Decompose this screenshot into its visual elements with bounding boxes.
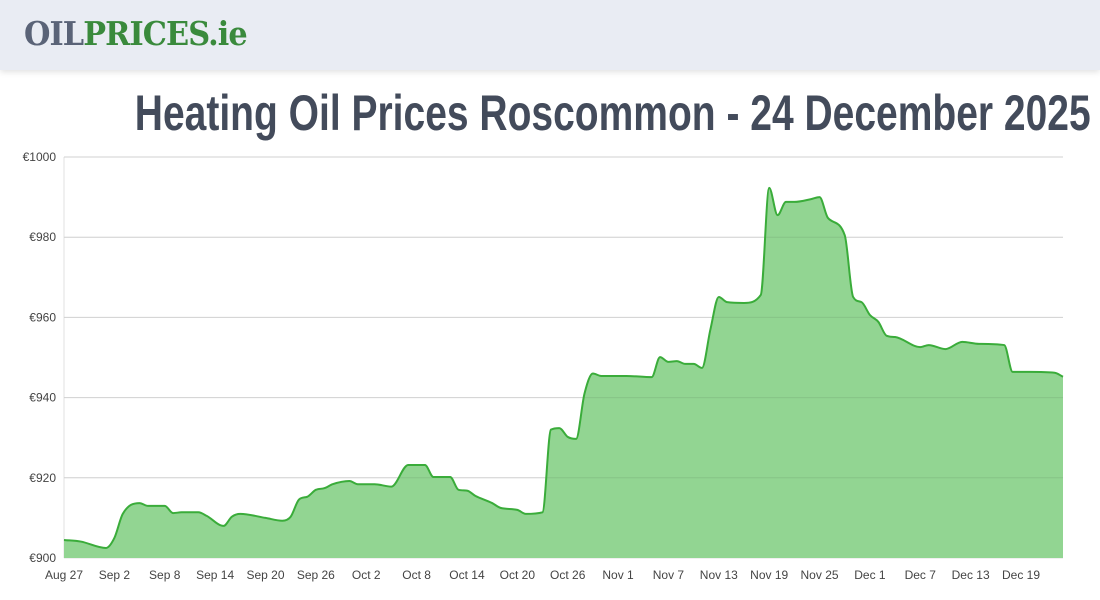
y-tick-label: €960: [29, 310, 56, 324]
x-tick-label: Dec 7: [905, 568, 937, 582]
x-tick-label: Oct 2: [352, 568, 381, 582]
y-tick-label: €940: [29, 391, 56, 405]
x-tick-label: Dec 13: [952, 568, 990, 582]
y-tick-label: €980: [29, 230, 56, 244]
y-tick-label: €1000: [23, 150, 57, 164]
price-line: [63, 186, 1064, 549]
x-tick-label: Sep 26: [297, 568, 335, 582]
x-tick-label: Oct 26: [550, 568, 586, 582]
y-tick-label: €920: [29, 471, 56, 485]
site-header: OILPRICES.ie: [0, 0, 1100, 70]
price-area-fill: [64, 187, 1063, 558]
x-tick-label: Oct 8: [402, 568, 431, 582]
x-tick-label: Dec 1: [854, 568, 886, 582]
x-tick-label: Nov 25: [801, 568, 839, 582]
x-tick-label: Dec 19: [1002, 568, 1040, 582]
x-tick-label: Nov 19: [750, 568, 788, 582]
x-tick-label: Nov 7: [653, 568, 685, 582]
x-tick-label: Nov 1: [602, 568, 634, 582]
page-title: Heating Oil Prices Roscommon - 24 Decemb…: [134, 85, 1091, 141]
x-tick-label: Sep 2: [99, 568, 131, 582]
x-tick-label: Oct 20: [500, 568, 536, 582]
x-tick-label: Aug 27: [45, 568, 83, 582]
site-logo[interactable]: OILPRICES.ie: [24, 14, 248, 53]
x-tick-label: Sep 20: [246, 568, 284, 582]
y-tick-label: €900: [29, 551, 56, 565]
logo-prices-ie: PRICES.ie: [83, 14, 247, 53]
page-title-wrap: Heating Oil Prices Roscommon - 24 Decemb…: [0, 84, 1100, 142]
x-tick-label: Sep 8: [149, 568, 181, 582]
x-tick-label: Nov 13: [700, 568, 738, 582]
logo-oil: OIL: [24, 14, 84, 53]
x-tick-label: Sep 14: [196, 568, 234, 582]
x-tick-label: Oct 14: [449, 568, 485, 582]
